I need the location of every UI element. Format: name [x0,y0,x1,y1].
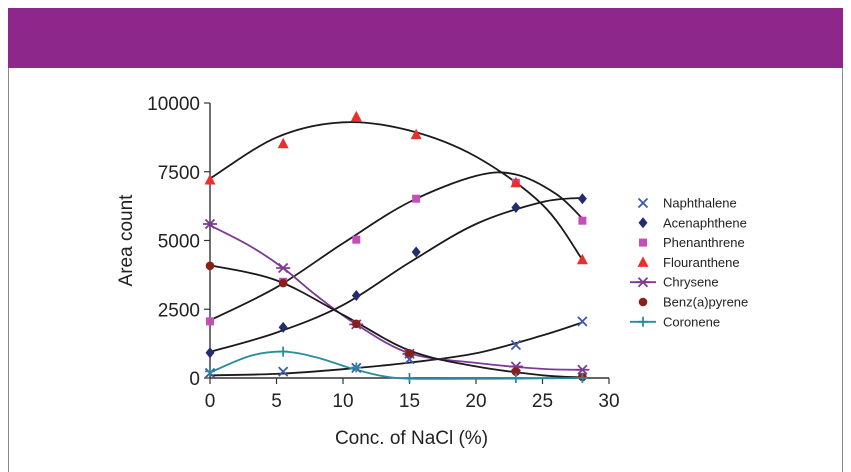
point-naphthalene [577,316,588,327]
legend-label: Coronene [663,314,720,329]
legend-marker [637,197,649,209]
x-tick-label: 25 [532,391,553,412]
fit-line-benz-a-pyrene [209,264,583,379]
figure-frame [8,8,843,472]
fit-line-acenaphthene [209,197,583,353]
point-coronene [278,346,289,357]
legend-marker [637,256,649,267]
point-benz-a-pyrene [205,261,215,271]
legend-label: Acenaphthene [663,215,747,230]
point-coronene [577,373,588,383]
point-acenaphthene [411,246,421,258]
point-phenanthrene [352,235,361,244]
legend-item-phenanthrene: Phenanthrene [639,235,745,250]
point-flouranthene [410,128,422,140]
y-tick-label: 2500 [158,300,200,321]
point-naphthalene [510,339,522,351]
point-phenanthrene [206,317,214,326]
fit-line-chrysene [209,224,583,371]
point-flouranthene [204,174,216,185]
point-flouranthene [510,176,522,188]
point-benz-a-pyrene [352,319,361,329]
axes: 0 5 10 15 20 25 30 0 2500 5000 7500 10000 [147,94,619,412]
x-tick-label: 5 [271,391,282,412]
x-tick-label: 20 [465,391,486,412]
y-axis-title: Area count [116,194,137,287]
legend: Naphthalene Acenaphthene Phenanthrene Flour… [630,196,748,329]
legend-label: Flouranthene [663,255,740,270]
legend-label: Naphthalene [663,196,737,211]
point-coronene [404,373,415,383]
x-axis-title: Conc. of NaCl (%) [335,428,488,449]
fit-lines [209,121,584,380]
point-coronene [510,373,521,383]
x-tick-label: 0 [205,391,216,412]
legend-marker [638,316,648,327]
point-acenaphthene [577,193,587,205]
data-markers [203,110,590,383]
point-benz-a-pyrene [278,278,288,288]
point-flouranthene [350,110,362,122]
y-tick-label: 5000 [158,232,200,253]
legend-item-naphthalene: Naphthalene [637,196,737,211]
legend-marker [638,297,648,307]
point-chrysene [575,364,590,375]
y-tick-label: 7500 [158,163,200,184]
point-phenanthrene [412,194,421,203]
point-naphthalene [278,366,289,377]
legend-item-coronene: Coronene [630,314,720,329]
legend-label: Benz(a)pyrene [663,295,748,310]
point-coronene [351,362,362,373]
y-tick-label: 10000 [147,94,200,115]
legend-item-chrysene: Chrysene [630,275,719,290]
legend-marker [639,238,647,247]
fit-line-phenanthrene [209,171,584,322]
point-chrysene [276,262,291,274]
x-tick-label: 15 [399,391,420,412]
point-flouranthene [277,137,289,149]
legend-item-flouranthene: Flouranthene [637,255,740,270]
point-coronene [205,366,215,377]
fit-line-flouranthene [209,121,584,261]
legend-label: Chrysene [663,275,719,290]
point-phenanthrene [578,216,587,225]
header-band [8,8,843,68]
x-tick-label: 30 [598,391,619,412]
point-benz-a-pyrene [511,367,521,376]
legend-marker [636,277,650,288]
legend-label: Phenanthrene [663,235,745,250]
legend-marker [638,217,648,229]
point-acenaphthene [205,347,215,359]
x-tick-label: 10 [332,391,353,412]
fit-line-naphthalene [209,321,583,377]
point-benz-a-pyrene [405,348,414,358]
point-acenaphthene [278,321,288,333]
point-chrysene [203,218,217,230]
point-acenaphthene [511,202,521,213]
legend-item-acenaphthene: Acenaphthene [638,215,747,230]
point-acenaphthene [351,290,361,301]
point-flouranthene [576,253,588,265]
legend-item-benz-a-pyrene: Benz(a)pyrene [638,295,748,310]
y-tick-label: 0 [189,369,200,390]
